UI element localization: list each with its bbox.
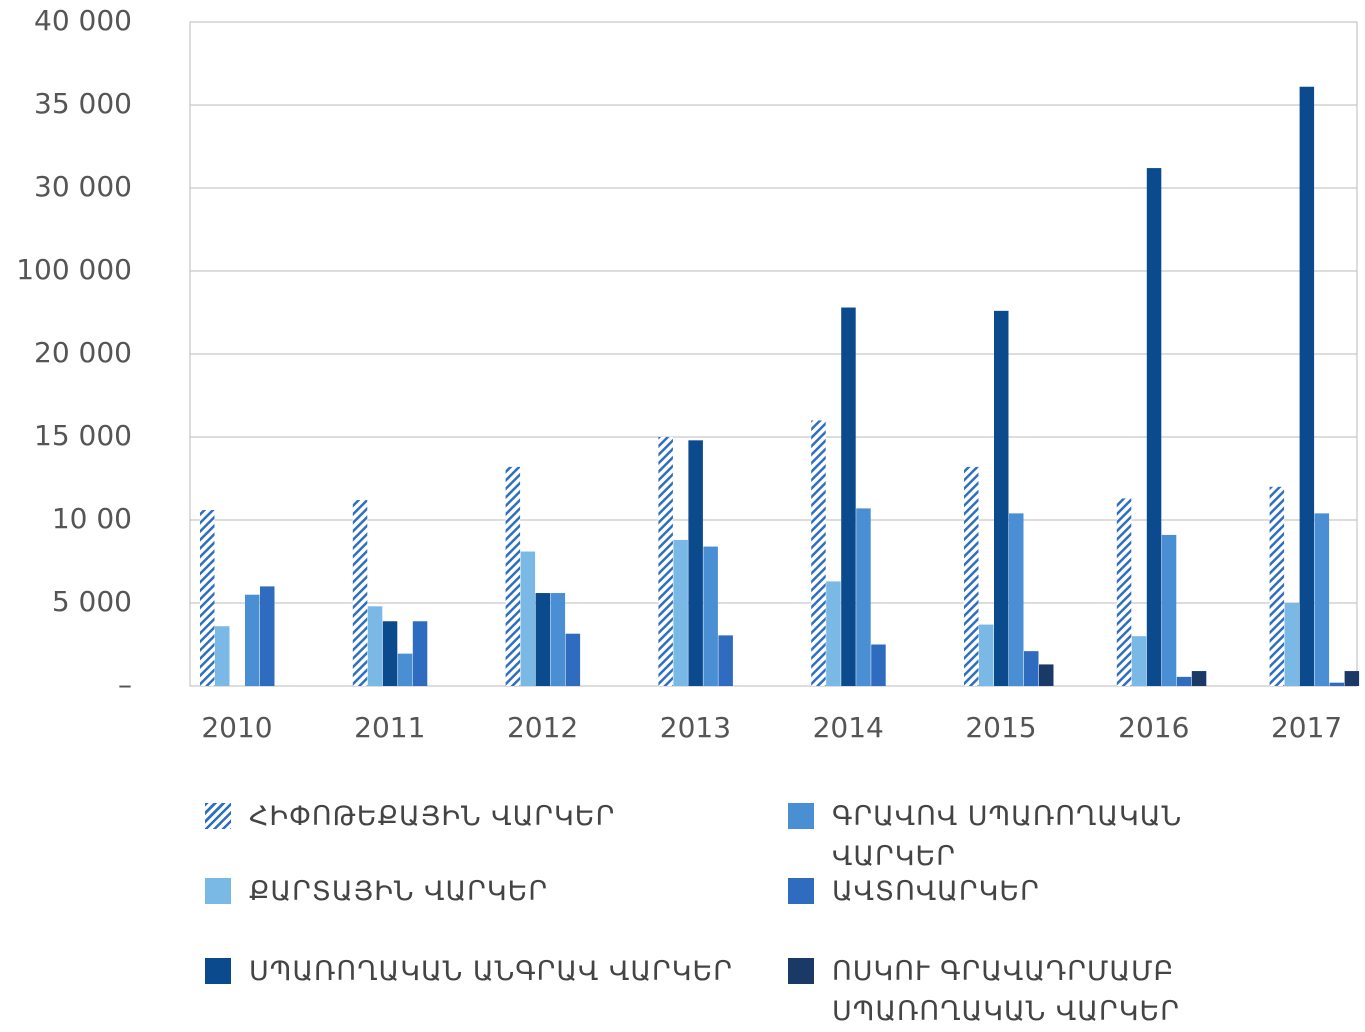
- bar: [1161, 534, 1177, 686]
- bar: [505, 466, 521, 686]
- bar: [1176, 676, 1192, 686]
- bar: [1344, 671, 1360, 686]
- bar: [658, 437, 673, 686]
- x-tick-label: 2016: [1118, 711, 1189, 744]
- legend-swatch: [788, 878, 814, 904]
- bar: [1024, 651, 1039, 686]
- legend-label: ՍՊԱՌՈՂԱԿԱՆ ԱՆԳՐԱՎ ՎԱՐԿԵՐ: [249, 956, 734, 987]
- bar: [826, 581, 841, 686]
- bar: [215, 626, 230, 686]
- legend-item: ՀԻՓՈԹԵՔԱՅԻՆ ՎԱՐԿԵՐ: [205, 797, 615, 837]
- y-tick-label: –: [118, 668, 132, 701]
- legend-item: ԱՎՏՈՎԱՐԿԵՐ: [788, 872, 1040, 912]
- legend-swatch: [205, 958, 231, 984]
- legend-item: ՈՍԿՈՒ ԳՐԱՎԱԴՐՄԱՄԲ ՍՊԱՌՈՂԱԿԱՆ ՎԱՐԿԵՐ: [788, 952, 1252, 1032]
- bar: [367, 606, 383, 686]
- bar: [397, 653, 413, 686]
- x-tick-label: 2015: [965, 711, 1036, 744]
- y-tick-label: 40 000: [34, 4, 132, 37]
- bar: [382, 621, 398, 686]
- y-tick-label: 30 000: [34, 170, 132, 203]
- bar: [994, 310, 1009, 686]
- bar: [1314, 513, 1330, 686]
- bar: [412, 621, 428, 686]
- bar: [550, 593, 566, 686]
- legend-label: ԱՎՏՈՎԱՐԿԵՐ: [832, 876, 1040, 907]
- x-tick-label: 2017: [1271, 711, 1342, 744]
- legend-swatch: [205, 878, 231, 904]
- bar: [1329, 682, 1345, 686]
- y-tick-label: 10 00: [52, 502, 132, 535]
- legend-item: ՍՊԱՌՈՂԱԿԱՆ ԱՆԳՐԱՎ ՎԱՐԿԵՐ: [205, 952, 733, 992]
- x-tick-label: 2012: [507, 711, 578, 744]
- legend-item: ՔԱՐՏԱՅԻՆ ՎԱՐԿԵՐ: [205, 872, 548, 912]
- bar: [841, 307, 856, 686]
- legend-label: ԳՐԱՎՈՎ ՍՊԱՌՈՂԱԿԱՆ ՎԱՐԿԵՐ: [832, 801, 1183, 872]
- legend-label: ՈՍԿՈՒ ԳՐԱՎԱԴՐՄԱՄԲ ՍՊԱՌՈՂԱԿԱՆ ՎԱՐԿԵՐ: [832, 956, 1180, 1027]
- legend-item: ԳՐԱՎՈՎ ՍՊԱՌՈՂԱԿԱՆ ՎԱՐԿԵՐ: [788, 797, 1252, 877]
- x-tick-label: 2014: [813, 711, 884, 744]
- bar: [673, 539, 688, 686]
- bar: [1299, 86, 1315, 687]
- legend-swatch: [205, 803, 231, 829]
- bar: [1131, 636, 1147, 686]
- bar: [979, 624, 994, 686]
- y-tick-label: 20 000: [34, 336, 132, 369]
- bar: [245, 594, 260, 686]
- bar: [200, 510, 215, 686]
- bar: [703, 546, 718, 686]
- bar: [964, 466, 979, 686]
- bar: [1284, 603, 1300, 686]
- bar: [871, 644, 886, 686]
- bar: [1116, 498, 1132, 686]
- bar: [1039, 664, 1054, 686]
- y-tick-label: 15 000: [34, 419, 132, 452]
- bar: [811, 420, 826, 686]
- y-tick-label: 35 000: [34, 87, 132, 120]
- legend-swatch: [788, 958, 814, 984]
- bar: [535, 593, 551, 686]
- bar: [1009, 513, 1024, 686]
- bar: [352, 500, 368, 686]
- bar: [856, 508, 871, 686]
- x-tick-label: 2013: [660, 711, 731, 744]
- y-tick-label: 100 000: [16, 253, 132, 286]
- legend-swatch: [788, 803, 814, 829]
- bar: [718, 635, 733, 686]
- bar: [688, 440, 703, 686]
- bar: [1269, 486, 1285, 686]
- bar: [1146, 168, 1162, 686]
- legend-label: ՀԻՓՈԹԵՔԱՅԻՆ ՎԱՐԿԵՐ: [249, 801, 616, 832]
- bar: [520, 551, 536, 686]
- bar: [565, 633, 581, 686]
- legend-label: ՔԱՐՏԱՅԻՆ ՎԱՐԿԵՐ: [249, 876, 549, 907]
- x-tick-label: 2010: [201, 711, 272, 744]
- bar: [1191, 671, 1207, 686]
- x-tick-label: 2011: [354, 711, 425, 744]
- bar: [260, 586, 275, 686]
- y-tick-label: 5 000: [52, 585, 132, 618]
